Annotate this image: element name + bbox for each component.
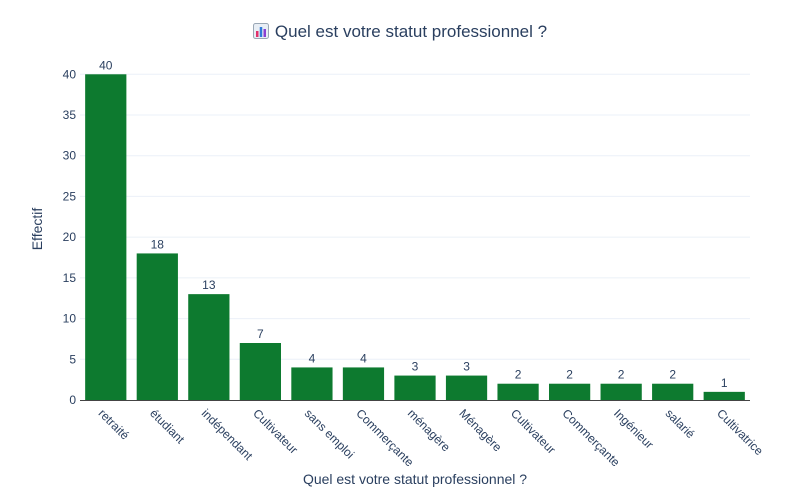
x-tick-label: Cultivateur (508, 406, 558, 456)
x-axis-title: Quel est votre statut professionnel ? (303, 471, 527, 487)
y-tick-label: 25 (63, 189, 77, 203)
bar[interactable] (497, 383, 539, 400)
gridlines (80, 73, 750, 360)
bar-value-label: 7 (257, 327, 264, 341)
bar-value-label: 2 (618, 368, 625, 382)
bar[interactable] (394, 375, 436, 400)
bar[interactable] (600, 383, 642, 400)
bar[interactable] (239, 343, 281, 400)
bar-value-label: 2 (515, 368, 522, 382)
x-tick-label: Cultivatrice (714, 406, 766, 458)
x-tick-label: Cultivateur (250, 406, 300, 456)
bar[interactable] (291, 367, 333, 400)
bar-value-label: 18 (151, 237, 165, 251)
y-tick-label: 0 (69, 393, 76, 407)
y-tick-label: 5 (69, 352, 76, 366)
y-tick-label: 35 (63, 108, 77, 122)
data-labels: 40 18 13 7 4 4 3 3 2 2 2 2 1 (99, 58, 728, 390)
bar[interactable] (652, 383, 694, 400)
y-tick-label: 15 (63, 271, 77, 285)
bars (85, 74, 745, 401)
x-tick-label: indépendant (199, 406, 256, 463)
x-tick-label: étudiant (147, 406, 188, 447)
x-tick-label: sans emploi (302, 406, 357, 461)
bar[interactable] (445, 375, 488, 400)
bar-value-label: 2 (566, 368, 573, 382)
y-tick-label: 10 (63, 312, 77, 326)
bar[interactable] (136, 253, 178, 400)
y-tick-label: 20 (63, 230, 77, 244)
bar-chart-emoji-icon (252, 23, 269, 39)
bar-value-label: 3 (463, 360, 470, 374)
x-tick-label: salarié (663, 406, 698, 441)
y-axis-title: Effectif (29, 208, 45, 251)
x-tick-label: retraité (96, 406, 133, 443)
bar-value-label: 4 (360, 351, 367, 365)
bar[interactable] (703, 391, 745, 400)
bar[interactable] (342, 367, 385, 400)
bar-value-label: 3 (412, 360, 419, 374)
bar[interactable] (188, 294, 230, 400)
bar-value-label: 1 (721, 376, 728, 390)
bar-value-label: 4 (309, 351, 316, 365)
bar[interactable] (85, 74, 127, 401)
chart-title-text: Quel est votre statut professionnel ? (274, 22, 548, 41)
x-tick-label: ménagère (405, 406, 453, 454)
bar-value-label: 13 (202, 278, 216, 292)
y-tick-label: 30 (63, 149, 77, 163)
bar[interactable] (549, 383, 591, 400)
chart-title: Quel est votre statut professionnel ? (0, 22, 800, 42)
x-tick-label: Ménagère (456, 406, 504, 454)
bar-value-label: 2 (669, 368, 676, 382)
y-tick-label: 40 (63, 67, 77, 81)
y-axis-ticks: 0 5 10 15 20 25 30 35 40 (63, 67, 77, 407)
bar-value-label: 40 (99, 58, 113, 72)
x-tick-label: Ingénieur (611, 406, 656, 451)
